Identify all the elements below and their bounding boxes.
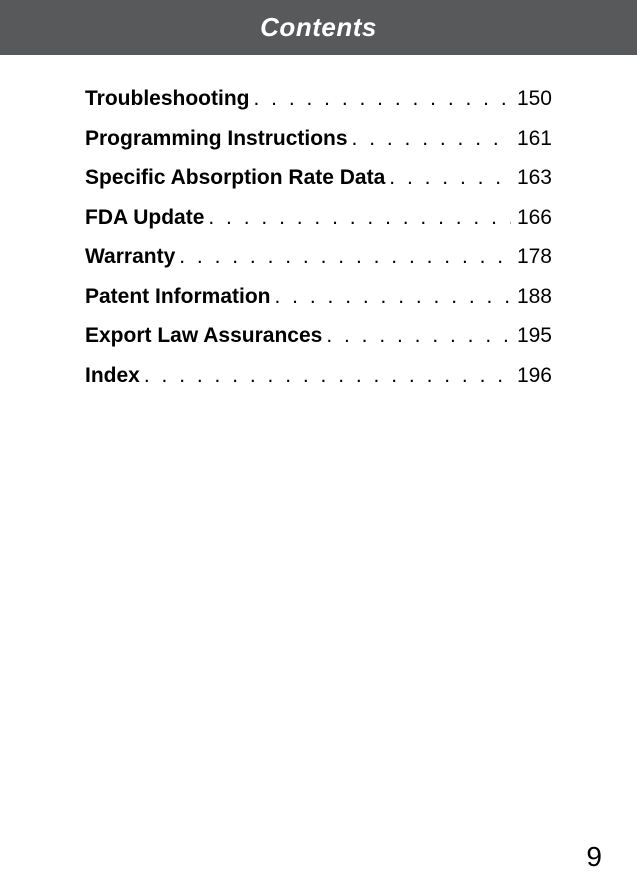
toc-dots xyxy=(204,202,511,234)
toc-entry: Patent Information 188 xyxy=(85,281,552,313)
toc-title: Programming Instructions xyxy=(85,123,348,155)
toc-title: Troubleshooting xyxy=(85,83,249,115)
page-number: 9 xyxy=(586,841,602,873)
toc-page: 188 xyxy=(511,281,552,313)
toc-entry: Index 196 xyxy=(85,360,552,392)
toc-title: Export Law Assurances xyxy=(85,320,322,352)
toc-dots xyxy=(322,320,511,352)
toc-dots xyxy=(271,281,511,313)
toc-entry: Troubleshooting 150 xyxy=(85,83,552,115)
toc-entry: Programming Instructions 161 xyxy=(85,123,552,155)
header-title: Contents xyxy=(260,12,377,42)
toc-dots xyxy=(249,83,510,115)
toc-page: 196 xyxy=(511,360,552,392)
toc-title: Patent Information xyxy=(85,281,271,313)
toc-page: 166 xyxy=(511,202,552,234)
toc-page: 150 xyxy=(511,83,552,115)
toc-title: Warranty xyxy=(85,241,175,273)
toc-page: 163 xyxy=(511,162,552,194)
toc-container: Troubleshooting 150 Programming Instruct… xyxy=(0,55,637,391)
toc-entry: FDA Update 166 xyxy=(85,202,552,234)
toc-title: FDA Update xyxy=(85,202,204,234)
toc-dots xyxy=(175,241,511,273)
contents-header: Contents xyxy=(0,0,637,55)
toc-dots xyxy=(385,162,511,194)
toc-page: 178 xyxy=(511,241,552,273)
toc-entry: Warranty 178 xyxy=(85,241,552,273)
toc-title: Index xyxy=(85,360,140,392)
toc-dots xyxy=(348,123,511,155)
toc-page: 161 xyxy=(511,123,552,155)
toc-entry: Export Law Assurances 195 xyxy=(85,320,552,352)
toc-page: 195 xyxy=(511,320,552,352)
toc-title: Specific Absorption Rate Data xyxy=(85,162,385,194)
toc-dots xyxy=(140,360,511,392)
toc-entry: Specific Absorption Rate Data 163 xyxy=(85,162,552,194)
